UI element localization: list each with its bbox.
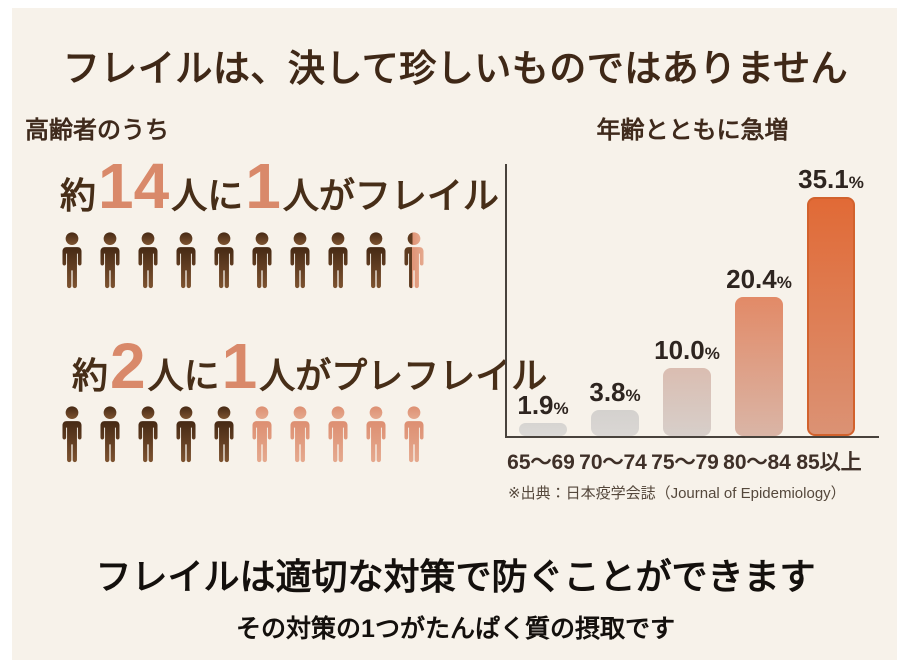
bar	[735, 297, 783, 436]
prefrailty-stat-line: 約 2 人に 1 人がプレフレイル	[72, 334, 547, 399]
bar	[519, 423, 567, 436]
bar	[663, 368, 711, 436]
bar-value-label: 20.4%	[726, 264, 792, 294]
person-icon	[214, 406, 234, 463]
bar	[807, 197, 855, 436]
bar	[591, 410, 639, 436]
person-icon	[290, 406, 310, 463]
footer-subheading: その対策の1つがたんぱく質の摂取です	[236, 615, 675, 643]
person-icon	[366, 406, 386, 463]
bar-column: 20.4%	[726, 266, 792, 436]
stat-connector: 人に	[147, 355, 220, 396]
stat-number: 14	[98, 150, 170, 222]
x-tick-label: 80〜84	[723, 451, 791, 474]
person-icon	[404, 232, 424, 289]
bar-value-label: 1.9%	[517, 390, 569, 420]
page-title: フレイルは、決して珍しいものではありません	[62, 48, 849, 89]
person-icon	[100, 232, 120, 289]
person-icon	[404, 406, 424, 463]
person-icon	[252, 232, 272, 289]
stat-suffix: 人がフレイル	[282, 175, 499, 216]
stats-section-heading: 高齢者のうち	[25, 117, 169, 144]
chart-heading: 年齢とともに急増	[596, 117, 789, 144]
bar-column: 3.8%	[589, 377, 641, 436]
person-icon	[366, 232, 386, 289]
bar-value-label: 3.8%	[589, 377, 641, 407]
person-icon	[62, 232, 82, 289]
stat-prefix: 約	[72, 355, 109, 396]
frailty-stat-line: 約 14 人に 1 人がフレイル	[60, 154, 499, 219]
x-tick-row: 65〜69 70〜74 75〜79 80〜84 85以上	[505, 446, 879, 476]
bar-value-label: 35.1%	[798, 164, 864, 194]
person-icon	[176, 406, 196, 463]
x-tick-label: 75〜79	[651, 451, 719, 474]
frailty-people-icons	[58, 232, 428, 292]
x-tick-label: 65〜69	[507, 451, 575, 474]
footer-heading: フレイルは適切な対策で防ぐことができます	[95, 556, 816, 597]
x-tick-label: 85以上	[796, 451, 862, 474]
person-icon	[138, 406, 158, 463]
stat-suffix: 人がプレフレイル	[259, 355, 548, 396]
person-icon	[62, 406, 82, 463]
person-icon	[100, 406, 120, 463]
chart-source-note: ※出典：日本疫学会誌（Journal of Epidemiology）	[508, 485, 846, 502]
x-tick-label: 70〜74	[579, 451, 647, 474]
bar-column: 1.9%	[517, 390, 569, 436]
stat-connector: 人に	[171, 175, 244, 216]
bar-column: 10.0%	[654, 337, 720, 436]
bar-plot: 1.9% 3.8% 10.0% 20.4% 35.1%	[505, 164, 879, 438]
person-icon	[290, 232, 310, 289]
person-icon	[252, 406, 272, 463]
person-icon	[328, 406, 348, 463]
stat-number: 1	[245, 150, 281, 222]
person-icon	[214, 232, 234, 289]
stat-number: 2	[110, 330, 146, 402]
bar-column: 35.1%	[798, 166, 864, 436]
stat-number: 1	[221, 330, 258, 402]
person-icon	[138, 232, 158, 289]
person-icon	[176, 232, 196, 289]
stat-prefix: 約	[60, 175, 97, 216]
prefrailty-people-icons	[58, 406, 428, 466]
bar-value-label: 10.0%	[654, 335, 720, 365]
person-icon	[328, 232, 348, 289]
